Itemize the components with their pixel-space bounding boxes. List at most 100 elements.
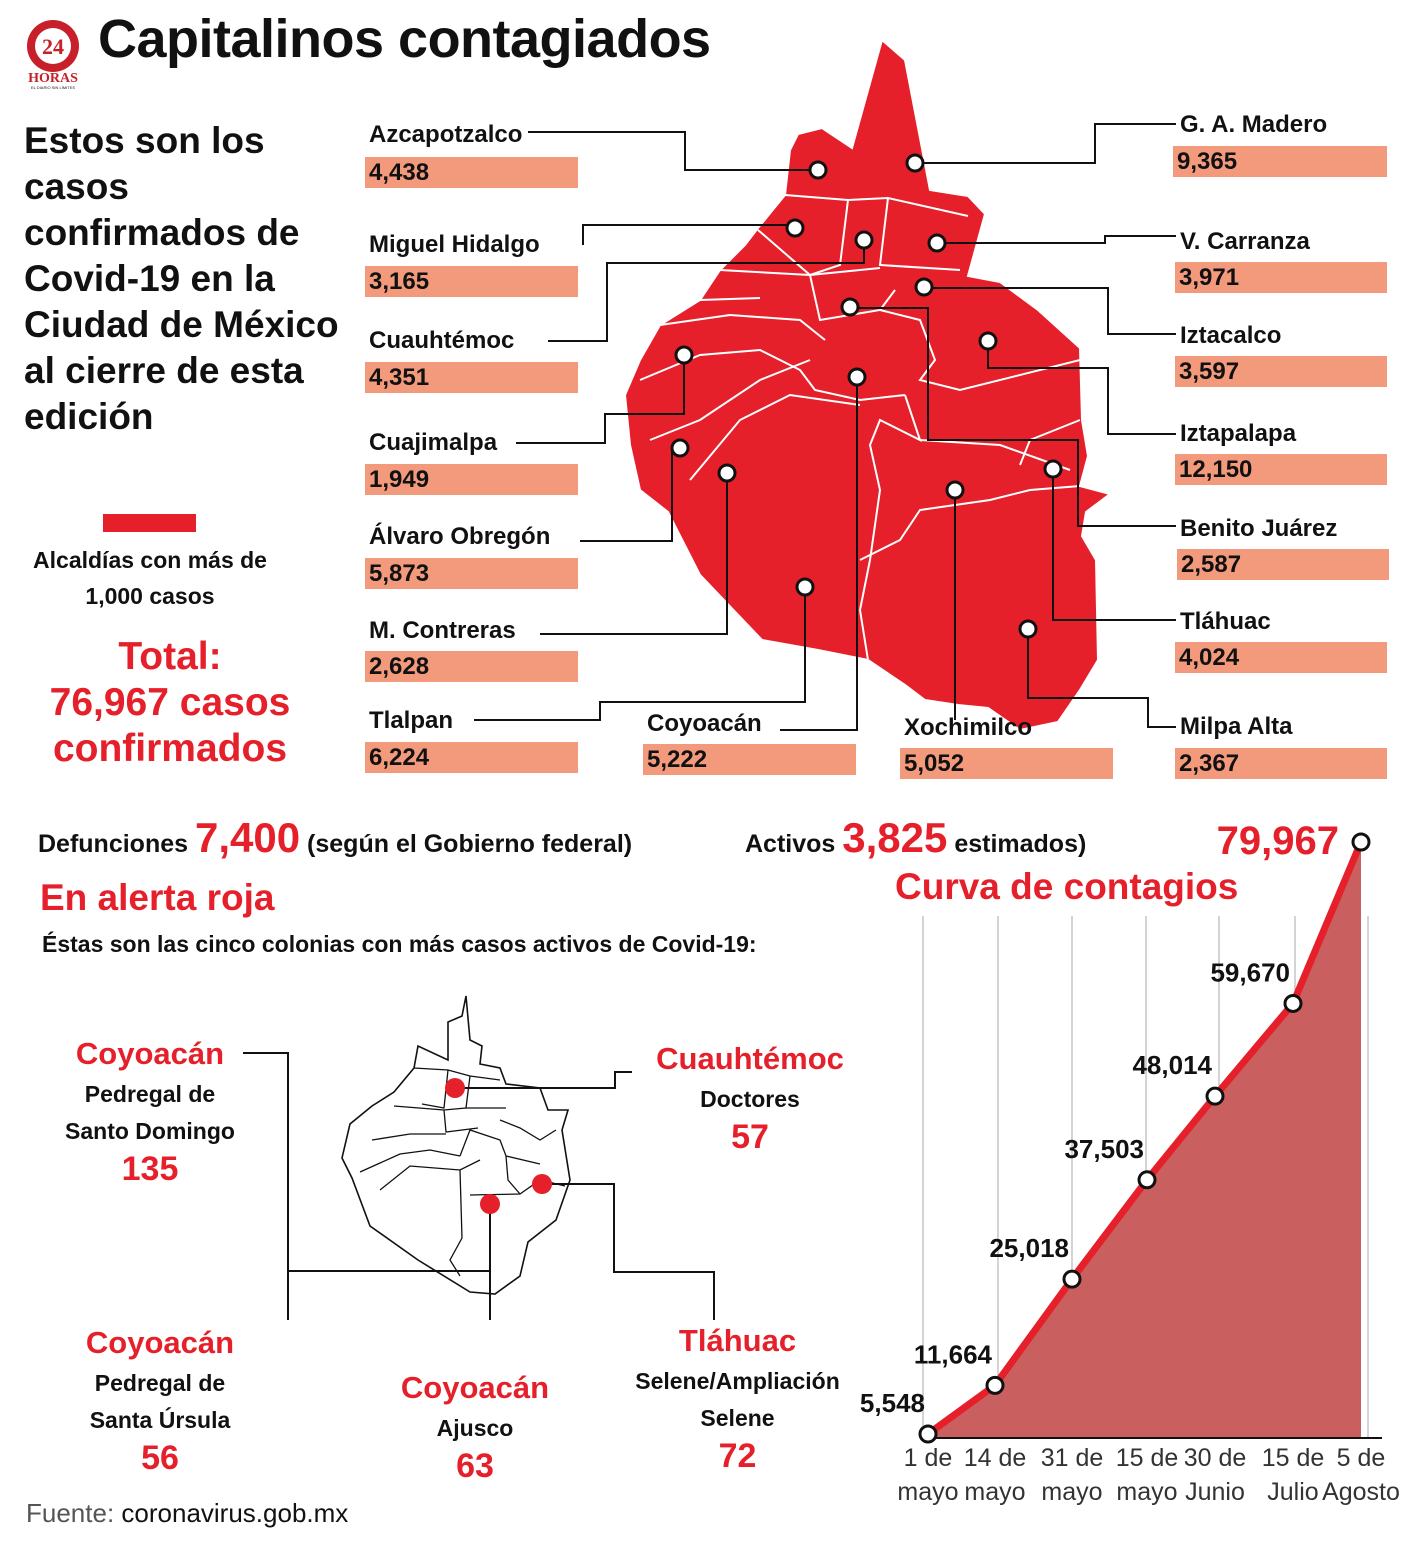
chart-point [1351, 832, 1371, 852]
colonia-block: Coyoacán Ajusco 63 [355, 1370, 595, 1486]
24-horas-logo: 24 HORAS EL DIARIO SIN LÍMITES [27, 20, 79, 90]
active-stat: Activos 3,825 estimados) [745, 814, 1086, 862]
data-label: 5,548 [860, 1388, 925, 1418]
colonia-name: Doctores [700, 1086, 800, 1112]
chart-point [1283, 993, 1303, 1013]
alcaldia-label: Benito Juárez [1180, 515, 1338, 542]
alcaldia-label: Álvaro Obregón [369, 523, 551, 550]
alcaldia-label: Miguel Hidalgo [369, 231, 540, 258]
alcaldia-cases: 2,587 [1177, 549, 1389, 580]
svg-text:24: 24 [42, 34, 64, 59]
colonia-count: 72 [718, 1437, 757, 1475]
colonia-count: 63 [456, 1447, 494, 1485]
alert-title: En alerta roja [40, 877, 275, 918]
map-point-xochimilco [945, 480, 965, 500]
alcaldia-cases: 3,597 [1175, 356, 1387, 387]
alcaldia-cases: 5,052 [900, 748, 1113, 779]
deaths-label: Defunciones [38, 830, 189, 858]
data-label: 48,014 [1132, 1050, 1212, 1080]
map-point-m-contreras [717, 463, 737, 483]
colonia-point-doctores [445, 1078, 465, 1098]
intro-text: Estos son los casos confirmados de Covid… [24, 120, 339, 437]
map-point-v-carranza [927, 233, 947, 253]
colonia-count: 135 [121, 1150, 179, 1188]
colonia-point-ajusco [480, 1194, 500, 1214]
alcaldia-cases: 2,628 [365, 651, 578, 682]
total-block: Total: 76,967 casos confirmados [20, 634, 320, 772]
map-point-cuajimalpa [674, 345, 694, 365]
map-point-ga-madero [905, 153, 925, 173]
colonia-name: Pedregal de Santa Úrsula [89, 1370, 231, 1433]
colonia-alcaldia: Cuauhtémoc [656, 1041, 844, 1076]
colonia-alcaldia: Coyoacán [85, 1325, 235, 1360]
alcaldia-label: Tlalpan [369, 707, 454, 734]
svg-text:HORAS: HORAS [28, 71, 78, 86]
data-label: 25,018 [989, 1233, 1069, 1263]
deaths-stat: Defunciones 7,400 (según el Gobierno fed… [38, 814, 632, 862]
legend-text: Alcaldías con más de 1,000 casos [33, 547, 267, 609]
category-label: 14 de mayo [964, 1444, 1027, 1506]
chart-point [1062, 1269, 1082, 1289]
chart-title: Curva de contagios [895, 866, 1239, 907]
colonia-alcaldia: Coyoacán [400, 1370, 550, 1405]
alcaldia-cases: 5,873 [365, 558, 578, 589]
source-text: coronavirus.gob.mx [121, 1498, 349, 1528]
alcaldia-label: V. Carranza [1180, 228, 1310, 255]
map-point-iztacalco [914, 277, 934, 297]
alcaldia-cases: 4,351 [365, 362, 578, 393]
colonia-point-selene [532, 1174, 552, 1194]
alcaldia-label: Tláhuac [1180, 608, 1271, 635]
map-point-milpa-alta [1018, 619, 1038, 639]
active-note: estimados) [954, 830, 1087, 858]
colonia-name: Ajusco [436, 1415, 514, 1441]
colonia-alcaldia: Coyoacán [75, 1036, 225, 1071]
category-label: 30 de Junio [1184, 1444, 1247, 1506]
alcaldia-label: Coyoacán [647, 710, 762, 737]
category-label: 1 de mayo [897, 1444, 958, 1506]
colonia-alcaldia: Tláhuac [678, 1323, 797, 1358]
alcaldia-label: M. Contreras [369, 617, 516, 644]
category-label: 15 de mayo [1116, 1444, 1179, 1506]
source-prefix: Fuente: [26, 1498, 115, 1528]
colonia-name: Selene/Ampliación Selene [635, 1368, 840, 1431]
deaths-note: (según el Gobierno federal) [307, 830, 633, 858]
alcaldia-cases: 12,150 [1175, 454, 1387, 485]
category-label: 31 de mayo [1041, 1444, 1104, 1506]
alcaldia-cases: 9,365 [1173, 146, 1387, 177]
alcaldia-label: G. A. Madero [1180, 111, 1328, 138]
colonia-block: Coyoacán Pedregal de Santa Úrsula 56 [30, 1325, 290, 1478]
category-label: 15 de Julio [1262, 1444, 1325, 1506]
active-value: 3,825 [842, 814, 948, 861]
map-point-cuauhtemoc [854, 230, 874, 250]
colonia-block: Cuauhtémoc Doctores 57 [630, 1041, 870, 1157]
chart-point [918, 1424, 938, 1444]
data-label: 11,664 [914, 1339, 993, 1369]
alcaldia-cases: 2,367 [1175, 748, 1387, 779]
colonia-block: Coyoacán Pedregal de Santo Domingo 135 [30, 1036, 270, 1189]
alcaldia-cases: 6,224 [365, 742, 578, 773]
legend-swatch [103, 514, 196, 532]
map-point-miguel-hidalgo [785, 218, 805, 238]
chart-point [1137, 1170, 1157, 1190]
total-value: 76,967 casos [49, 681, 291, 724]
alcaldia-cases: 3,971 [1175, 262, 1387, 293]
map-point-coyoacan [847, 367, 867, 387]
alcaldia-cases: 5,222 [643, 744, 856, 775]
colonia-count: 57 [731, 1118, 769, 1156]
active-label: Activos [745, 830, 836, 858]
cdmx-map [474, 38, 1176, 732]
source-line: Fuente: coronavirus.gob.mx [26, 1498, 348, 1529]
total-label: Total: [118, 635, 222, 678]
map-point-iztapalapa [978, 331, 998, 351]
alcaldia-label: Cuauhtémoc [369, 327, 515, 354]
alcaldia-label: Iztapalapa [1180, 420, 1297, 447]
data-label: 59,670 [1210, 957, 1290, 987]
total-suffix: confirmados [52, 727, 288, 770]
alcaldia-label: Milpa Alta [1180, 713, 1293, 740]
alcaldia-cases: 1,949 [365, 464, 578, 495]
map-point-tlahuac [1043, 459, 1063, 479]
category-label: 5 de Agosto [1322, 1444, 1400, 1506]
map-point-tlalpan [795, 577, 815, 597]
colonia-name: Pedregal de Santo Domingo [65, 1081, 235, 1144]
